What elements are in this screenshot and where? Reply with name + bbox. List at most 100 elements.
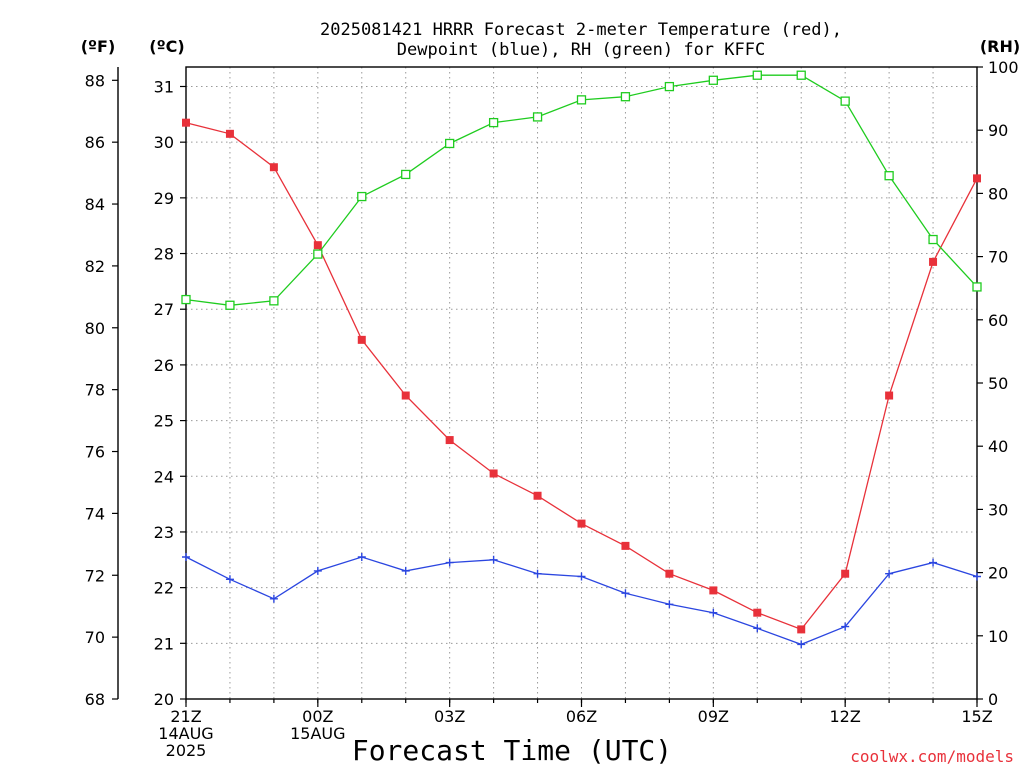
dewpoint-data-point [182, 553, 190, 562]
celsius-tick-label: 26 [154, 356, 174, 375]
dewpoint-data-point [577, 572, 586, 581]
fahrenheit-tick-label: 82 [85, 257, 105, 276]
axes [117, 66, 978, 700]
fahrenheit-tick-label: 78 [85, 381, 105, 400]
chart-title-line-1: 2025081421 HRRR Forecast 2-meter Tempera… [320, 20, 842, 40]
temperature-data-point [841, 569, 850, 578]
x-tick-label: 12Z [830, 707, 861, 726]
temperature-data-point [929, 257, 938, 266]
celsius-tick-label: 21 [154, 634, 174, 653]
watermark-text: coolwx.com/models [850, 747, 1014, 766]
dewpoint-data-point [401, 566, 410, 575]
rh-series-line [185, 74, 978, 306]
rh-data-point [445, 138, 455, 149]
x-tick-label: 14AUG [158, 724, 213, 743]
x-tick-label: 00Z [302, 707, 333, 726]
unit-label-rh: (RH) [980, 37, 1020, 56]
rh-tick-label: 30 [988, 500, 1008, 519]
celsius-tick-label: 28 [154, 245, 174, 264]
temperature-data-point [665, 569, 674, 578]
x-tick-label: 06Z [566, 707, 597, 726]
rh-tick-label: 0 [988, 690, 998, 709]
celsius-tick-label: 27 [154, 300, 174, 319]
x-tick-label: 15Z [961, 707, 992, 726]
dewpoint-data-point [445, 558, 454, 567]
dewpoint-data-point [973, 572, 981, 581]
rh-data-point [928, 234, 938, 245]
x-tick-label: 2025 [166, 741, 207, 760]
celsius-tick-label: 31 [154, 77, 174, 96]
x-axis-label: Forecast Time (UTC) [352, 734, 672, 767]
rh-data-point [181, 294, 191, 305]
unit-label-fahrenheit: (ºF) [81, 37, 116, 56]
rh-tick-label: 10 [988, 627, 1008, 646]
celsius-tick-label: 25 [154, 412, 174, 431]
temperature-data-point [445, 436, 454, 445]
dewpoint-data-point [709, 608, 718, 617]
celsius-tick-label: 29 [154, 189, 174, 208]
rh-data-point [313, 249, 323, 259]
celsius-tick-label: 30 [154, 133, 174, 152]
dewpoint-data-point [313, 566, 322, 575]
celsius-tick-label: 22 [154, 579, 174, 598]
rh-data-point [532, 112, 543, 122]
rh-data-point [972, 282, 982, 292]
data-series [181, 70, 982, 649]
chart-title-line-2: Dewpoint (blue), RH (green) for KFFC [397, 40, 765, 60]
temperature-data-point [885, 391, 894, 400]
rh-data-point [796, 70, 806, 80]
dewpoint-data-point [665, 600, 674, 609]
rh-data-point [576, 95, 587, 105]
x-tick-label: 15AUG [290, 724, 345, 743]
rh-data-point [884, 171, 894, 181]
fahrenheit-tick-label: 74 [85, 504, 105, 523]
fahrenheit-tick-label: 76 [85, 443, 105, 462]
fahrenheit-tick-label: 68 [85, 690, 105, 709]
rh-tick-label: 70 [988, 248, 1008, 267]
celsius-tick-label: 24 [154, 467, 174, 486]
fahrenheit-tick-label: 80 [85, 319, 105, 338]
fahrenheit-tick-label: 88 [85, 71, 105, 90]
celsius-tick-label: 20 [154, 690, 174, 709]
x-tick-label: 21Z [170, 707, 201, 726]
rh-data-point [269, 296, 279, 306]
rh-data-point [664, 81, 675, 92]
temperature-data-point [313, 241, 322, 250]
axis-ticks: 20 21 22 23 24 25 26 27 28 29 30 31 68 70 72 74 76 78 80 82… [85, 58, 1019, 760]
fahrenheit-tick-label: 72 [85, 566, 105, 585]
temperature-data-point [489, 469, 498, 478]
rh-data-point [225, 300, 235, 310]
fahrenheit-tick-label: 84 [85, 195, 105, 214]
temperature-data-point [753, 608, 762, 617]
unit-label-celsius: (ºC) [149, 37, 184, 56]
rh-data-point [752, 70, 762, 80]
rh-tick-label: 60 [988, 311, 1008, 330]
rh-tick-label: 40 [988, 437, 1008, 456]
temperature-data-point [709, 586, 718, 595]
dewpoint-data-point [269, 594, 278, 603]
grid-lines [186, 67, 977, 699]
dewpoint-data-point [797, 640, 806, 649]
dewpoint-series-line [185, 556, 978, 646]
rh-tick-label: 80 [988, 184, 1008, 203]
dewpoint-data-point [533, 569, 542, 578]
dewpoint-data-point [929, 558, 938, 567]
dewpoint-data-point [621, 589, 630, 598]
temperature-data-point [401, 391, 410, 400]
dewpoint-data-point [225, 575, 234, 584]
fahrenheit-tick-label: 86 [85, 133, 105, 152]
dewpoint-data-point [841, 622, 850, 631]
x-tick-label: 09Z [698, 707, 729, 726]
temperature-data-point [182, 118, 190, 127]
temperature-data-point [225, 129, 234, 138]
rh-tick-label: 20 [988, 564, 1008, 583]
dewpoint-data-point [357, 553, 366, 562]
temperature-data-point [621, 541, 630, 550]
x-tick-label: 03Z [434, 707, 465, 726]
rh-tick-label: 90 [988, 121, 1008, 140]
rh-tick-label: 100 [988, 58, 1019, 77]
dewpoint-data-point [489, 555, 498, 564]
rh-data-point [708, 75, 718, 85]
temperature-data-point [357, 335, 366, 344]
temperature-data-point [577, 519, 586, 528]
